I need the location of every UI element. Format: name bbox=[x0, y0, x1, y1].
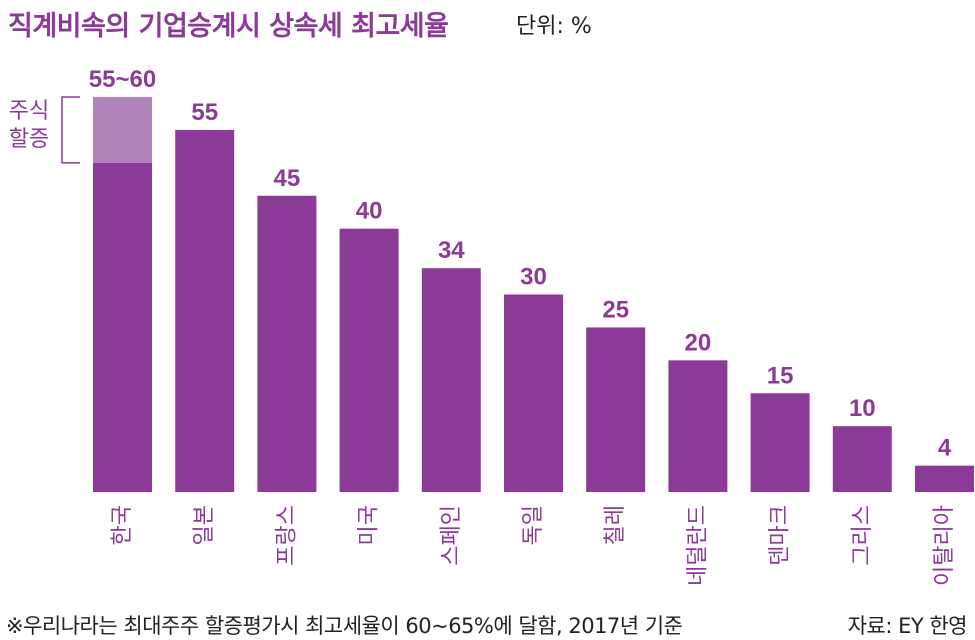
bar-4 bbox=[339, 228, 399, 492]
data-label-7: 25 bbox=[602, 296, 629, 323]
category-label-6: 독일 bbox=[521, 505, 546, 545]
category-label-4: 미국 bbox=[357, 505, 382, 545]
unit-label: 단위: % bbox=[516, 14, 592, 39]
data-label-2: 55 bbox=[191, 99, 218, 126]
data-label-5: 34 bbox=[438, 237, 465, 264]
category-label-11: 이탈리아 bbox=[932, 505, 957, 586]
bar-7 bbox=[586, 327, 646, 492]
footnote: ※우리나라는 최대주주 할증평가시 최고세율이 60~65%에 달함, 2017… bbox=[6, 614, 683, 638]
category-label-7: 칠레 bbox=[603, 505, 628, 545]
data-label-10: 10 bbox=[849, 395, 876, 422]
bracket-label-line-2: 할증 bbox=[9, 127, 49, 152]
data-label-9: 15 bbox=[767, 362, 794, 389]
data-label-1: 55~60 bbox=[89, 66, 156, 93]
bar-premium-segment bbox=[93, 97, 152, 163]
bar-chart: 55~60 한국 55 일본 45 프랑스 40 미국 34 스페인 30 독일 25 칠레 20 네덜란드 1… bbox=[9, 66, 974, 586]
category-label-2: 일본 bbox=[192, 505, 217, 545]
data-label-3: 45 bbox=[274, 165, 301, 192]
bar-1 bbox=[93, 162, 152, 493]
category-label-1: 한국 bbox=[110, 505, 135, 545]
bar-10 bbox=[832, 426, 892, 492]
data-label-4: 40 bbox=[356, 198, 383, 225]
category-label-10: 그리스 bbox=[850, 505, 875, 566]
data-label-11: 4 bbox=[938, 435, 952, 462]
bar-11 bbox=[915, 465, 974, 492]
category-label-3: 프랑스 bbox=[274, 505, 299, 566]
bar-6 bbox=[504, 294, 563, 492]
bar-8 bbox=[668, 360, 728, 492]
source-label: 자료: EY 한영 bbox=[847, 614, 968, 638]
category-label-5: 스페인 bbox=[439, 505, 464, 566]
bar-5 bbox=[421, 268, 481, 492]
category-label-8: 네덜란드 bbox=[685, 505, 710, 586]
category-label-9: 덴마크 bbox=[768, 505, 793, 566]
premium-bracket bbox=[61, 96, 80, 164]
bar-9 bbox=[750, 393, 810, 492]
data-label-6: 30 bbox=[520, 264, 547, 291]
bar-2 bbox=[175, 129, 235, 492]
data-label-8: 20 bbox=[685, 329, 712, 356]
bar-3 bbox=[257, 195, 317, 492]
chart-title: 직계비속의 기업승계시 상속세 최고세율 bbox=[8, 11, 449, 42]
bracket-label-line-1: 주식 bbox=[9, 99, 49, 124]
